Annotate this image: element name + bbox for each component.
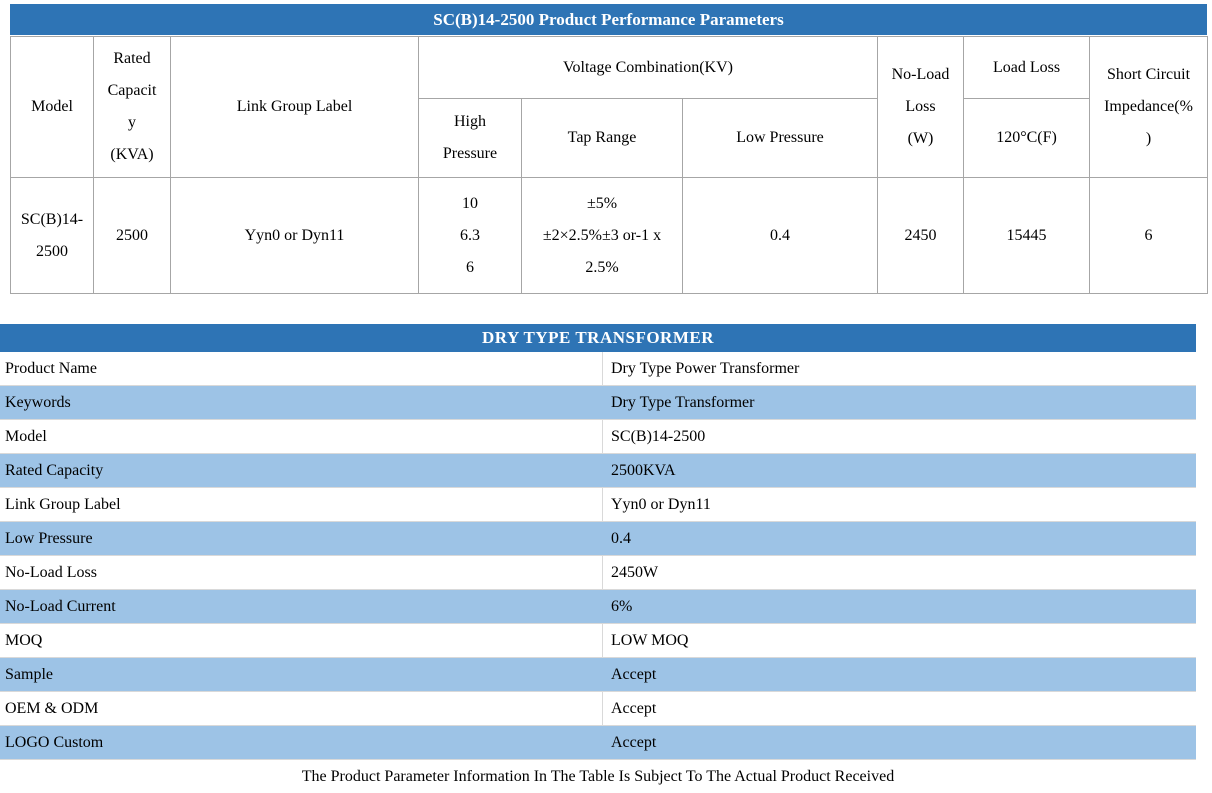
cell-short-circuit-impedance: 6 [1089,177,1208,294]
spec-table-section: DRY TYPE TRANSFORMER Product Name Dry Ty… [0,324,1196,793]
header-tap-range: Tap Range [521,98,683,178]
header-load-loss: Load Loss [963,36,1090,99]
header-no-load-loss: No-Load Loss (W) [877,36,964,178]
table-row: SC(B)14-2500 2500 Yyn0 or Dyn11 10 6.3 6… [10,177,1208,294]
cell-link-group-label: Yyn0 or Dyn11 [170,177,419,294]
spec-value: Accept [611,733,657,751]
spec-value: Accept [611,699,657,717]
spec-label: Low Pressure [0,522,603,555]
header-high-pressure: High Pressure [418,98,522,178]
spec-value: Dry Type Power Transformer [611,359,800,377]
header-short-circuit-impedance: Short Circuit Impedance(% ) [1089,36,1208,178]
spec-label: Sample [0,658,603,691]
table-row: No-Load Current 6% [0,590,1196,624]
cell-rated-capacity: 2500 [93,177,171,294]
table-row: Model SC(B)14-2500 [0,420,1196,454]
table-row: Low Pressure 0.4 [0,522,1196,556]
spec-table-footnote: The Product Parameter Information In The… [0,760,1196,793]
table-row: Keywords Dry Type Transformer [0,386,1196,420]
spec-label: OEM & ODM [0,692,603,725]
spec-value: Yyn0 or Dyn11 [611,495,711,513]
spec-value: Accept [611,665,657,683]
table-row: Rated Capacity 2500KVA [0,454,1196,488]
spec-label: LOGO Custom [0,726,603,759]
spec-value: 0.4 [611,529,631,547]
cell-tap-range: ±5% ±2×2.5%±3 or-1 x 2.5% [521,177,683,294]
table-row: Product Name Dry Type Power Transformer [0,352,1196,386]
spec-label: Rated Capacity [0,454,603,487]
cell-model: SC(B)14-2500 [10,177,94,294]
table-row: Sample Accept [0,658,1196,692]
table-row: No-Load Loss 2450W [0,556,1196,590]
spec-label: Keywords [0,386,603,419]
performance-table: Model Rated Capacit y (KVA) Link Group L… [10,36,1208,294]
spec-value: 6% [611,597,633,615]
spec-label: No-Load Loss [0,556,603,589]
cell-low-pressure: 0.4 [682,177,878,294]
table-row: OEM & ODM Accept [0,692,1196,726]
spec-value: 2500KVA [611,461,676,479]
table-row: Link Group Label Yyn0 or Dyn11 [0,488,1196,522]
header-low-pressure: Low Pressure [682,98,878,178]
spec-label: Product Name [0,352,603,385]
cell-load-loss: 15445 [963,177,1090,294]
spec-value: LOW MOQ [611,631,689,649]
spec-value: SC(B)14-2500 [611,427,706,445]
header-link-group-label: Link Group Label [170,36,419,178]
spec-value: 2450W [611,563,659,581]
header-model: Model [10,36,94,178]
performance-table-section: SC(B)14-2500 Product Performance Paramet… [10,4,1208,294]
cell-no-load-loss: 2450 [877,177,964,294]
header-rated-capacity: Rated Capacit y (KVA) [93,36,171,178]
header-voltage-combination: Voltage Combination(KV) [418,36,878,99]
spec-label: No-Load Current [0,590,603,623]
spec-label: MOQ [0,624,603,657]
spec-table-title: DRY TYPE TRANSFORMER [0,324,1196,352]
table-row: LOGO Custom Accept [0,726,1196,760]
spec-value: Dry Type Transformer [611,393,755,411]
spec-label: Model [0,420,603,453]
spec-label: Link Group Label [0,488,603,521]
table-row: MOQ LOW MOQ [0,624,1196,658]
cell-high-pressure: 10 6.3 6 [418,177,522,294]
performance-table-title: SC(B)14-2500 Product Performance Paramet… [10,4,1207,35]
header-load-loss-condition: 120°C(F) [963,98,1090,178]
